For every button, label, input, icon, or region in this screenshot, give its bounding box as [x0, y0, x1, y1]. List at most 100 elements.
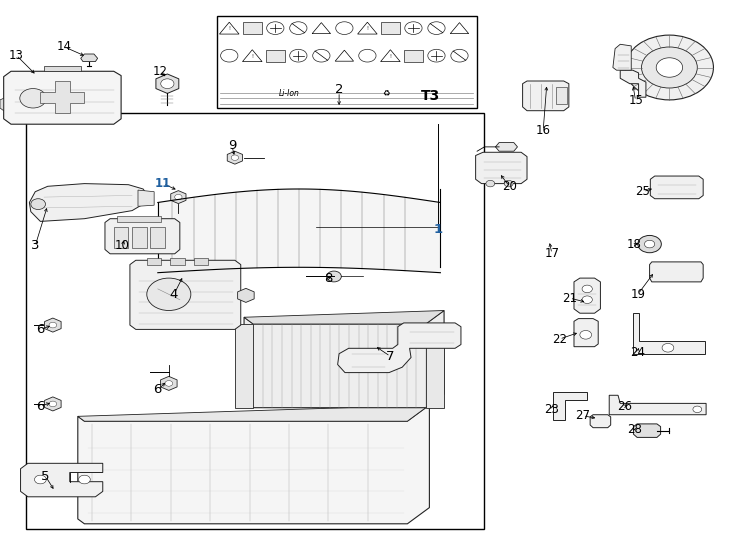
Circle shape [327, 271, 341, 282]
Circle shape [359, 49, 376, 62]
Text: 22: 22 [552, 333, 567, 346]
Polygon shape [130, 260, 241, 329]
Bar [556, 87, 567, 104]
Text: !: ! [228, 26, 230, 31]
Circle shape [49, 401, 57, 407]
Circle shape [504, 180, 513, 187]
Polygon shape [238, 288, 254, 302]
Polygon shape [244, 310, 444, 408]
Bar [266, 50, 285, 62]
Polygon shape [21, 463, 103, 497]
Polygon shape [158, 189, 440, 273]
Circle shape [693, 406, 702, 413]
Polygon shape [4, 71, 121, 124]
Polygon shape [495, 143, 517, 151]
Polygon shape [78, 405, 429, 421]
Text: 17: 17 [545, 247, 559, 260]
Text: 24: 24 [631, 346, 645, 359]
Polygon shape [650, 262, 703, 282]
Polygon shape [171, 191, 186, 204]
Polygon shape [574, 278, 600, 313]
Text: ♻: ♻ [382, 89, 390, 98]
Polygon shape [44, 66, 81, 71]
Polygon shape [161, 376, 177, 390]
Text: 13: 13 [9, 49, 23, 62]
Circle shape [662, 343, 674, 352]
Circle shape [49, 322, 57, 328]
Text: 20: 20 [502, 180, 517, 193]
Bar [147, 258, 161, 265]
Text: 19: 19 [631, 288, 645, 301]
Text: 21: 21 [562, 292, 577, 305]
Text: T3: T3 [421, 89, 440, 103]
Polygon shape [620, 70, 646, 97]
Polygon shape [40, 81, 84, 113]
Circle shape [656, 58, 683, 77]
Polygon shape [633, 313, 705, 354]
Text: 26: 26 [617, 400, 632, 413]
Polygon shape [613, 44, 631, 70]
Text: 1: 1 [434, 223, 443, 236]
Circle shape [486, 180, 495, 187]
Polygon shape [45, 397, 61, 411]
Polygon shape [78, 405, 429, 524]
Circle shape [175, 194, 182, 200]
Bar [117, 216, 161, 222]
Text: !: ! [251, 54, 253, 59]
Circle shape [335, 22, 353, 35]
Polygon shape [228, 151, 242, 164]
Circle shape [147, 278, 191, 310]
Polygon shape [650, 176, 703, 199]
Text: 23: 23 [545, 403, 559, 416]
Circle shape [165, 381, 172, 386]
Polygon shape [156, 74, 179, 93]
Text: 2: 2 [335, 83, 344, 96]
Polygon shape [29, 184, 147, 221]
Text: 27: 27 [575, 409, 590, 422]
Circle shape [642, 47, 697, 88]
Polygon shape [138, 190, 154, 206]
Circle shape [625, 35, 713, 100]
Text: 5: 5 [41, 470, 50, 483]
Text: 14: 14 [57, 40, 72, 53]
Bar [426, 324, 444, 408]
Circle shape [20, 89, 46, 108]
Circle shape [313, 49, 330, 62]
Circle shape [451, 49, 468, 62]
Circle shape [266, 22, 284, 35]
Bar [217, 16, 477, 108]
Circle shape [428, 22, 445, 35]
Text: !: ! [390, 54, 391, 59]
Circle shape [404, 22, 422, 35]
Circle shape [79, 475, 90, 484]
Bar [114, 227, 128, 248]
Circle shape [582, 285, 592, 293]
Text: 7: 7 [386, 350, 395, 363]
Text: !: ! [366, 26, 368, 31]
Polygon shape [105, 219, 180, 254]
Text: 12: 12 [153, 65, 167, 78]
Polygon shape [590, 415, 611, 428]
Text: 6: 6 [36, 400, 45, 413]
Polygon shape [553, 392, 587, 420]
Polygon shape [523, 81, 569, 111]
Text: 18: 18 [627, 238, 642, 251]
Text: 3: 3 [31, 239, 40, 252]
Circle shape [428, 49, 445, 62]
Bar [381, 22, 399, 34]
Text: 6: 6 [153, 383, 162, 396]
Circle shape [161, 79, 174, 89]
Polygon shape [45, 318, 61, 332]
Bar [243, 22, 261, 34]
Polygon shape [574, 319, 598, 347]
Bar [194, 258, 208, 265]
Polygon shape [81, 54, 98, 62]
Polygon shape [244, 310, 444, 324]
Polygon shape [609, 395, 706, 415]
Polygon shape [0, 98, 4, 111]
Text: 6: 6 [36, 323, 45, 336]
Bar [235, 324, 253, 408]
Circle shape [34, 475, 46, 484]
Circle shape [290, 22, 307, 35]
Polygon shape [476, 152, 527, 184]
